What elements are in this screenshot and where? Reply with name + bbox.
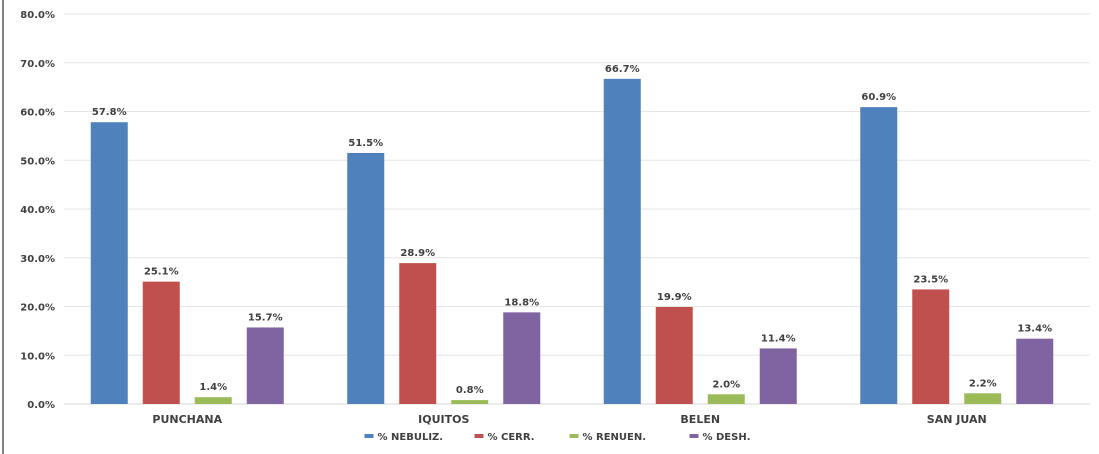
y-tick-label: 60.0% <box>20 108 55 119</box>
bar-3-3 <box>1016 338 1054 404</box>
y-tick-label: 10.0% <box>20 351 55 362</box>
data-label: 1.4% <box>199 382 227 393</box>
data-label: 15.7% <box>248 312 283 323</box>
bar-2-2 <box>707 394 745 404</box>
data-label: 0.8% <box>456 385 484 396</box>
bar-2-1 <box>451 400 489 404</box>
bar-2-3 <box>964 393 1002 404</box>
bar-3-0 <box>246 327 284 404</box>
data-label: 18.8% <box>504 297 539 308</box>
bar-3-2 <box>759 348 797 404</box>
data-label: 23.5% <box>913 274 948 285</box>
data-label: 51.5% <box>348 138 383 149</box>
y-tick-label: 30.0% <box>20 254 55 265</box>
y-tick-label: 50.0% <box>20 156 55 167</box>
legend-label: % CERR. <box>488 432 535 443</box>
data-label: 13.4% <box>1017 324 1052 335</box>
legend-swatch <box>364 434 374 438</box>
x-category-label: IQUITOS <box>418 413 469 426</box>
bar-1-2 <box>655 306 693 404</box>
data-label: 2.2% <box>969 378 997 389</box>
legend-swatch <box>689 434 699 438</box>
y-tick-label: 80.0% <box>20 10 55 21</box>
bar-2-0 <box>194 397 232 404</box>
y-tick-label: 70.0% <box>20 59 55 70</box>
legend-label: % NEBULIZ. <box>378 432 444 443</box>
data-label: 60.9% <box>861 92 896 103</box>
data-label: 2.0% <box>712 379 740 390</box>
data-label: 66.7% <box>605 64 640 75</box>
legend-swatch <box>569 434 579 438</box>
bar-0-3 <box>860 107 898 405</box>
legend-label: % RENUEN. <box>583 432 647 443</box>
y-tick-label: 0.0% <box>27 400 55 411</box>
x-category-label: BELEN <box>680 413 720 426</box>
y-tick-label: 20.0% <box>20 303 55 314</box>
data-label: 25.1% <box>144 267 179 278</box>
data-label: 28.9% <box>400 248 435 259</box>
bar-0-0 <box>90 122 128 404</box>
y-tick-label: 40.0% <box>20 205 55 216</box>
legend-label: % DESH. <box>703 432 751 443</box>
bar-1-0 <box>142 281 180 404</box>
data-label: 19.9% <box>657 292 692 303</box>
data-label: 11.4% <box>761 333 796 344</box>
data-label: 57.8% <box>92 107 127 118</box>
legend-swatch <box>474 434 484 438</box>
bar-1-1 <box>399 263 437 404</box>
x-category-label: PUNCHANA <box>152 413 222 426</box>
bar-1-3 <box>912 289 950 404</box>
bar-0-2 <box>603 78 641 405</box>
x-category-label: SAN JUAN <box>927 413 987 426</box>
bar-3-1 <box>503 312 541 404</box>
bar-0-1 <box>347 152 385 404</box>
